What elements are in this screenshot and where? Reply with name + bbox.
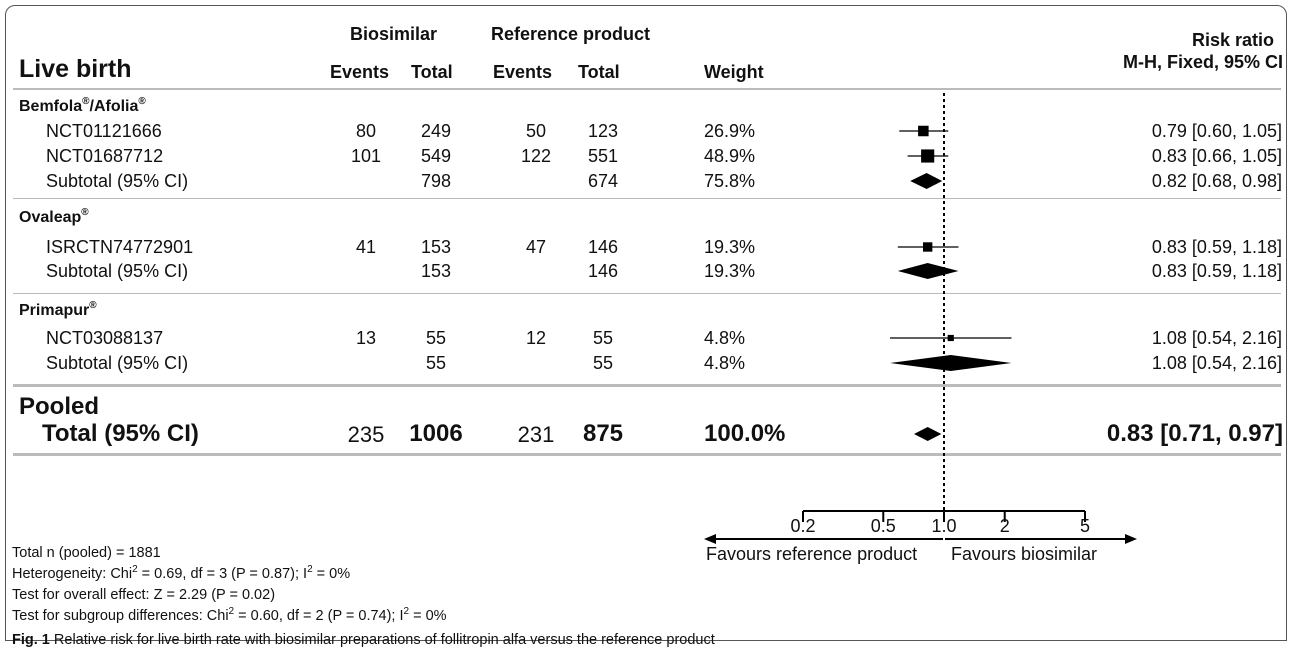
- header-bio-events: Events: [330, 62, 390, 82]
- subtotal-diamond: [890, 355, 1012, 371]
- header-reference: Reference product: [491, 24, 651, 44]
- ref-total: 123: [587, 121, 619, 141]
- weight: 4.8%: [704, 328, 746, 348]
- bio-events: 101: [350, 146, 382, 166]
- ref-events: 12: [525, 328, 547, 348]
- x-tick-label: 5: [1080, 516, 1090, 536]
- pooled-label: Pooled: [19, 393, 100, 420]
- ref-total: 146: [587, 261, 619, 281]
- ci-text: 0.83 [0.59, 1.18]: [1151, 261, 1282, 281]
- bio-total: 55: [425, 353, 447, 373]
- header-ref-total: Total: [578, 62, 620, 82]
- subtotal-label: Subtotal (95% CI): [46, 171, 189, 191]
- weight: 19.3%: [704, 261, 756, 281]
- ref-events: 50: [525, 121, 547, 141]
- ci-text: 0.83 [0.59, 1.18]: [1151, 237, 1282, 257]
- bio-events: 13: [355, 328, 377, 348]
- weight: 75.8%: [704, 171, 756, 191]
- figure-frame: [5, 5, 1287, 641]
- point-estimate-square: [922, 242, 933, 252]
- header-rr-method: M-H, Fixed, 95% CI: [1122, 52, 1283, 72]
- group-title-bemfola: Bemfola®/Afolia®: [19, 96, 146, 115]
- ci-text: 1.08 [0.54, 2.16]: [1151, 353, 1282, 373]
- subtotal-diamond: [897, 263, 959, 279]
- weight: 19.3%: [704, 237, 756, 257]
- bio-events: 41: [355, 237, 377, 257]
- group-title-ovaleap: Ovaleap®: [19, 207, 89, 226]
- ci-text: 1.08 [0.54, 2.16]: [1151, 328, 1282, 348]
- ref-total: 875: [582, 420, 624, 447]
- footnote-heterogeneity: Heterogeneity: Chi2 = 0.69, df = 3 (P = …: [12, 564, 351, 582]
- header-rr-title: Risk ratio: [1191, 30, 1274, 50]
- favours-reference-label: Favours reference product: [706, 544, 918, 564]
- total-diamond: [913, 427, 942, 441]
- ref-events: 122: [520, 146, 552, 166]
- group-title-primapur: Primapur®: [19, 300, 97, 319]
- header-weight: Weight: [704, 62, 764, 82]
- x-tick-label: 0.2: [790, 516, 815, 536]
- figure-caption: Fig. 1 Relative risk for live birth rate…: [12, 632, 715, 648]
- total-label: Total (95% CI): [42, 420, 199, 447]
- bio-total: 549: [420, 146, 452, 166]
- ref-total: 551: [587, 146, 619, 166]
- header-ref-events: Events: [493, 62, 553, 82]
- ci-text: 0.83 [0.71, 0.97]: [1106, 420, 1283, 447]
- study-label: NCT01121666: [46, 121, 162, 141]
- x-tick-label: 1.0: [931, 516, 956, 536]
- x-tick-label: 2: [1000, 516, 1010, 536]
- ref-total: 55: [592, 353, 614, 373]
- ref-events: 47: [525, 237, 547, 257]
- study-label: NCT01687712: [46, 146, 164, 166]
- point-estimate-square: [947, 334, 954, 342]
- header-bio-total: Total: [411, 62, 453, 82]
- weight: 26.9%: [704, 121, 756, 141]
- study-label: ISRCTN74772901: [46, 237, 194, 257]
- bio-total: 249: [420, 121, 452, 141]
- arrow-right-head: [1125, 534, 1137, 544]
- bio-total: 55: [425, 328, 447, 348]
- bio-total: 153: [420, 261, 452, 281]
- bio-total: 798: [420, 171, 452, 191]
- ref-total: 146: [587, 237, 619, 257]
- subtotal-diamond: [910, 173, 943, 189]
- favours-biosimilar-label: Favours biosimilar: [951, 544, 1098, 564]
- bio-events: 80: [355, 121, 377, 141]
- study-label: NCT03088137: [46, 328, 164, 348]
- bio-total: 153: [420, 237, 452, 257]
- footnote-subgroup: Test for subgroup differences: Chi2 = 0.…: [12, 606, 447, 624]
- header-rule: [13, 88, 1281, 90]
- point-estimate-square: [918, 125, 929, 137]
- group-rule: [13, 293, 1281, 294]
- weight: 48.9%: [704, 146, 756, 166]
- ref-total: 55: [592, 328, 614, 348]
- footnote-total-n: Total n (pooled) = 1881: [12, 545, 161, 561]
- ci-text: 0.82 [0.68, 0.98]: [1151, 171, 1282, 191]
- ref-events: 231: [517, 422, 555, 447]
- point-estimate-square: [921, 149, 935, 163]
- ci-text: 0.83 [0.66, 1.05]: [1151, 146, 1282, 166]
- header-outcome: Live birth: [19, 55, 132, 83]
- subtotal-label: Subtotal (95% CI): [46, 353, 189, 373]
- footnote-overall-effect: Test for overall effect: Z = 2.29 (P = 0…: [12, 587, 276, 603]
- ref-total: 674: [587, 171, 619, 191]
- weight: 4.8%: [704, 353, 746, 373]
- group-rule: [13, 198, 1281, 199]
- header-biosimilar: Biosimilar: [350, 24, 438, 44]
- subtotal-label: Subtotal (95% CI): [46, 261, 189, 281]
- x-tick-label: 0.5: [871, 516, 896, 536]
- weight: 100.0%: [704, 420, 786, 447]
- bio-total: 1006: [409, 420, 463, 447]
- bio-events: 235: [347, 422, 385, 447]
- arrow-left-head: [704, 534, 716, 544]
- bottom-rule: [13, 453, 1281, 456]
- pooled-rule: [13, 384, 1281, 387]
- ci-text: 0.79 [0.60, 1.05]: [1151, 121, 1282, 141]
